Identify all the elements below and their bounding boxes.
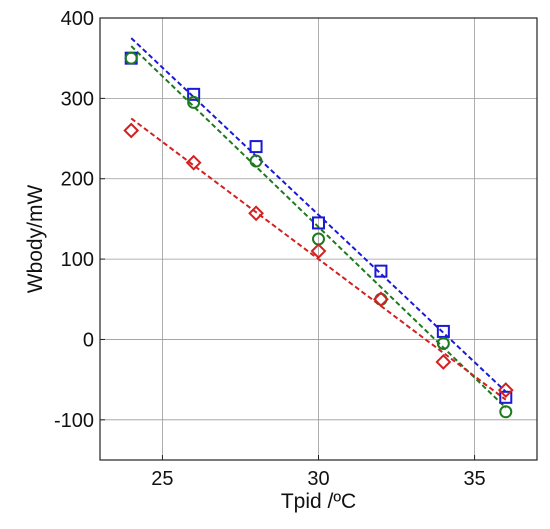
x-axis-label: Tpid /ºC [281,490,356,513]
circle-fit-line [130,45,507,409]
circle-marker [249,154,263,168]
diamond-marker [123,122,140,139]
circle-marker [187,95,201,109]
square-marker [187,87,201,101]
y-tick-label: -100 [54,410,94,432]
diamond-marker [185,154,202,171]
diamond-marker [435,354,452,370]
data-markers [123,51,514,419]
diamond-marker [497,382,514,398]
square-marker [312,216,325,230]
diamond-marker [310,243,327,259]
square-marker [436,324,450,338]
circle-marker [436,336,450,350]
circle-marker [499,405,513,419]
x-axis-ticks: 25 30 35 [151,455,486,490]
square-marker [249,140,263,154]
diamond-marker [373,291,389,308]
circle-marker [124,51,138,65]
diamond-fit-line [130,117,507,401]
x-tick-label: 35 [463,468,485,490]
y-tick-label: 200 [61,169,94,191]
x-tick-label: 25 [151,468,173,490]
x-tick-label: 30 [307,468,329,490]
y-tick-label: 400 [61,8,94,30]
square-marker [374,264,388,278]
y-axis-ticks: 400 300 200 100 0 -100 [54,8,105,432]
diamond-marker [248,205,264,222]
fit-lines [130,37,507,409]
y-axis-label: Wbody/mW [24,185,47,294]
y-tick-label: 0 [83,329,94,351]
square-marker [499,390,513,404]
square-fit-line [130,37,507,393]
y-tick-label: 100 [61,249,94,271]
y-tick-label: 300 [61,88,94,110]
